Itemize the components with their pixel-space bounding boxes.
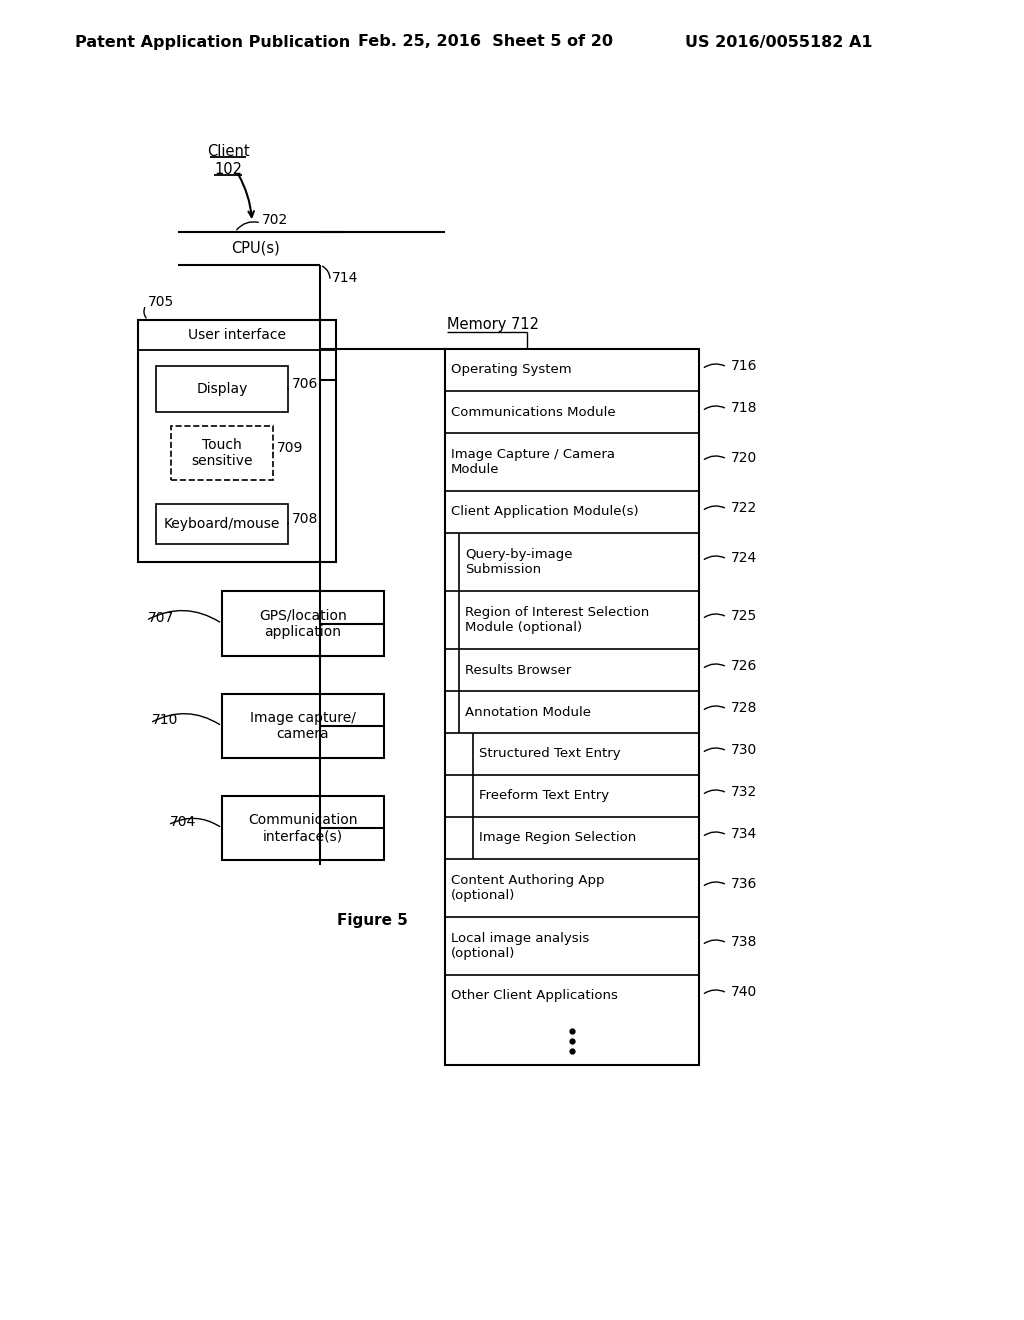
Text: 722: 722 — [731, 502, 758, 515]
Text: Keyboard/mouse: Keyboard/mouse — [164, 517, 281, 531]
Text: US 2016/0055182 A1: US 2016/0055182 A1 — [685, 34, 872, 49]
Text: CPU(s): CPU(s) — [230, 240, 280, 256]
Bar — [222, 796, 384, 861]
Text: 740: 740 — [731, 985, 758, 999]
Text: Annotation Module: Annotation Module — [465, 705, 591, 718]
Bar — [171, 426, 273, 480]
Text: Local image analysis
(optional): Local image analysis (optional) — [451, 932, 589, 960]
Text: 706: 706 — [292, 378, 318, 391]
Text: Other Client Applications: Other Client Applications — [451, 990, 617, 1002]
Text: Communications Module: Communications Module — [451, 405, 615, 418]
Text: 716: 716 — [731, 359, 758, 374]
Bar — [156, 504, 288, 544]
Text: Figure 5: Figure 5 — [337, 912, 408, 928]
Text: Structured Text Entry: Structured Text Entry — [479, 747, 621, 760]
Text: 704: 704 — [170, 814, 197, 829]
Text: 732: 732 — [731, 785, 758, 799]
Text: 724: 724 — [731, 550, 758, 565]
Text: Query-by-image
Submission: Query-by-image Submission — [465, 548, 572, 576]
Text: Communication
interface(s): Communication interface(s) — [248, 813, 357, 843]
Text: 707: 707 — [148, 610, 174, 624]
Text: Display: Display — [197, 381, 248, 396]
Text: 725: 725 — [731, 609, 758, 623]
Text: 736: 736 — [731, 876, 758, 891]
Text: Client: Client — [207, 144, 249, 160]
Bar — [156, 366, 288, 412]
Text: 718: 718 — [731, 401, 758, 414]
Text: 702: 702 — [262, 213, 288, 227]
Text: Image Region Selection: Image Region Selection — [479, 832, 636, 845]
Text: 102: 102 — [214, 162, 242, 177]
Text: 709: 709 — [278, 441, 303, 455]
Text: 720: 720 — [731, 451, 758, 465]
Text: Touch
sensitive: Touch sensitive — [191, 438, 253, 469]
Text: Operating System: Operating System — [451, 363, 571, 376]
Text: Region of Interest Selection
Module (optional): Region of Interest Selection Module (opt… — [465, 606, 649, 634]
Text: Memory 712: Memory 712 — [447, 318, 539, 333]
Text: 738: 738 — [731, 935, 758, 949]
Text: 728: 728 — [731, 701, 758, 715]
Text: Client Application Module(s): Client Application Module(s) — [451, 506, 639, 519]
Bar — [222, 694, 384, 758]
Text: Image Capture / Camera
Module: Image Capture / Camera Module — [451, 447, 615, 477]
Text: 708: 708 — [292, 512, 318, 525]
Bar — [222, 591, 384, 656]
Text: GPS/location
application: GPS/location application — [259, 609, 347, 639]
Text: 710: 710 — [152, 713, 178, 727]
Text: Image capture/
camera: Image capture/ camera — [250, 711, 356, 741]
Bar — [445, 348, 699, 1065]
Text: 734: 734 — [731, 828, 758, 841]
Text: Feb. 25, 2016  Sheet 5 of 20: Feb. 25, 2016 Sheet 5 of 20 — [358, 34, 613, 49]
Text: 705: 705 — [148, 294, 174, 309]
Text: Results Browser: Results Browser — [465, 664, 571, 676]
Text: User interface: User interface — [188, 327, 286, 342]
Text: 714: 714 — [332, 271, 358, 285]
Text: 730: 730 — [731, 743, 758, 756]
Bar — [138, 319, 336, 562]
Text: Content Authoring App
(optional): Content Authoring App (optional) — [451, 874, 604, 902]
Text: Patent Application Publication: Patent Application Publication — [75, 34, 350, 49]
Text: Freeform Text Entry: Freeform Text Entry — [479, 789, 609, 803]
Text: 726: 726 — [731, 659, 758, 673]
